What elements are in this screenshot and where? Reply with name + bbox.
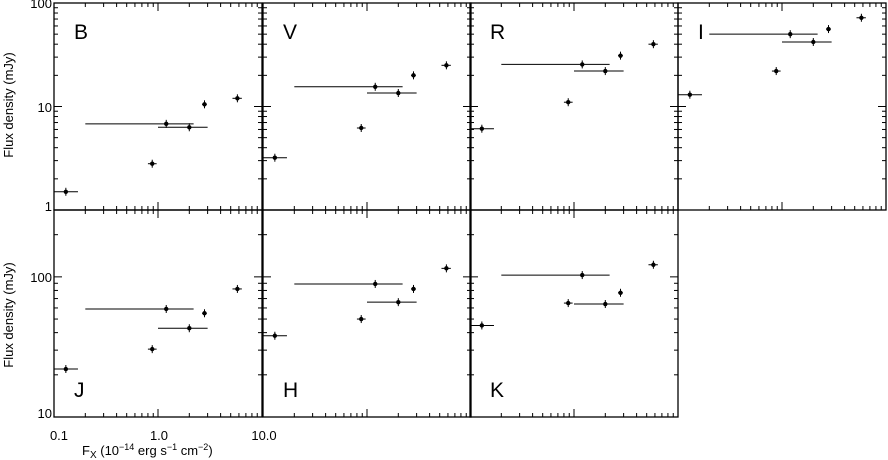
x-axis-label-units: (10	[97, 443, 119, 458]
x-axis-label-exp2: −1	[167, 442, 177, 452]
data-point-R-4	[618, 53, 623, 58]
panel-frame-J	[53, 209, 263, 418]
data-point-K-2	[580, 272, 585, 278]
y-tick-label-top-10: 10	[38, 100, 52, 115]
data-point-K-0	[479, 323, 485, 328]
data-point-V-5	[444, 63, 449, 68]
data-point-R-0	[479, 126, 485, 131]
data-point-K-5	[651, 262, 656, 267]
data-point-B-5	[235, 96, 240, 101]
axis-tick-labels: 100 10 1 100 10 0.1 1.0 10.0 Flux densit…	[1, 0, 277, 460]
data-point-J-5	[235, 286, 240, 292]
data-point-B-4	[202, 102, 207, 107]
panels-layer: B V R I J H K	[53, 2, 887, 418]
x-axis-label-exp: −14	[119, 442, 134, 452]
data-point-J-2	[164, 306, 169, 312]
data-point-B-2	[164, 121, 169, 127]
data-point-H-0	[272, 333, 278, 338]
data-point-H-4	[411, 286, 416, 292]
data-point-I-1	[774, 68, 779, 74]
data-point-I-4	[826, 26, 831, 32]
panel-R: R	[469, 2, 679, 211]
data-point-J-1	[150, 346, 155, 352]
data-point-K-1	[566, 300, 571, 306]
band-label-R: R	[490, 21, 505, 44]
panel-H: H	[262, 209, 472, 418]
panel-I: I	[677, 2, 887, 211]
panel-K: K	[469, 209, 679, 418]
data-point-K-3	[603, 301, 608, 307]
data-point-H-2	[373, 281, 378, 287]
data-point-I-0	[687, 92, 693, 97]
data-point-I-5	[859, 15, 864, 20]
x-axis-label-main: F	[82, 443, 90, 458]
x-tick-label-10.0: 10.0	[251, 428, 276, 443]
data-point-B-3	[187, 125, 192, 130]
data-point-H-5	[444, 266, 449, 271]
band-label-H: H	[283, 379, 298, 402]
data-point-I-2	[788, 31, 793, 37]
data-point-B-0	[63, 189, 69, 194]
y-tick-label-top-1: 1	[45, 199, 52, 214]
data-point-H-3	[396, 299, 401, 305]
x-axis-label-mid: erg s	[134, 443, 167, 458]
panel-J: J	[53, 209, 263, 418]
y-tick-label-top-100: 100	[30, 0, 52, 11]
data-point-J-3	[187, 326, 192, 331]
band-label-K: K	[490, 379, 504, 402]
data-point-J-0	[63, 366, 69, 372]
x-axis-label-exp3: −2	[198, 442, 208, 452]
data-point-H-1	[359, 316, 364, 322]
data-point-J-4	[202, 311, 207, 316]
band-label-V: V	[283, 21, 297, 44]
data-point-R-2	[580, 62, 585, 67]
data-point-I-3	[811, 39, 816, 45]
x-axis-label-mid2: cm	[177, 443, 198, 458]
x-axis-label-sub: X	[90, 450, 97, 460]
band-label-J: J	[74, 379, 85, 402]
band-label-I: I	[698, 21, 704, 44]
y-axis-label-top: Flux density (mJy)	[1, 52, 16, 157]
data-point-B-1	[150, 161, 155, 166]
x-axis-label: FX (10−14 erg s−1 cm−2)	[82, 442, 213, 460]
y-tick-label-bottom-100: 100	[30, 270, 52, 285]
panel-V: V	[262, 2, 472, 211]
x-tick-label-1.0: 1.0	[150, 428, 168, 443]
x-axis-label-end: )	[208, 443, 212, 458]
panel-B: B	[53, 2, 263, 211]
data-point-V-2	[373, 84, 378, 90]
data-point-R-1	[566, 100, 571, 105]
y-axis-label-bottom: Flux density (mJy)	[1, 262, 16, 367]
data-point-V-1	[359, 125, 364, 131]
data-point-V-3	[396, 90, 401, 96]
data-point-V-0	[272, 155, 278, 160]
data-point-V-4	[411, 73, 416, 78]
y-tick-label-bottom-10: 10	[38, 406, 52, 421]
data-point-R-3	[603, 68, 608, 74]
band-label-B: B	[74, 21, 88, 44]
data-point-K-4	[618, 290, 623, 295]
x-tick-label-0.1: 0.1	[50, 428, 68, 443]
data-point-R-5	[651, 41, 656, 47]
